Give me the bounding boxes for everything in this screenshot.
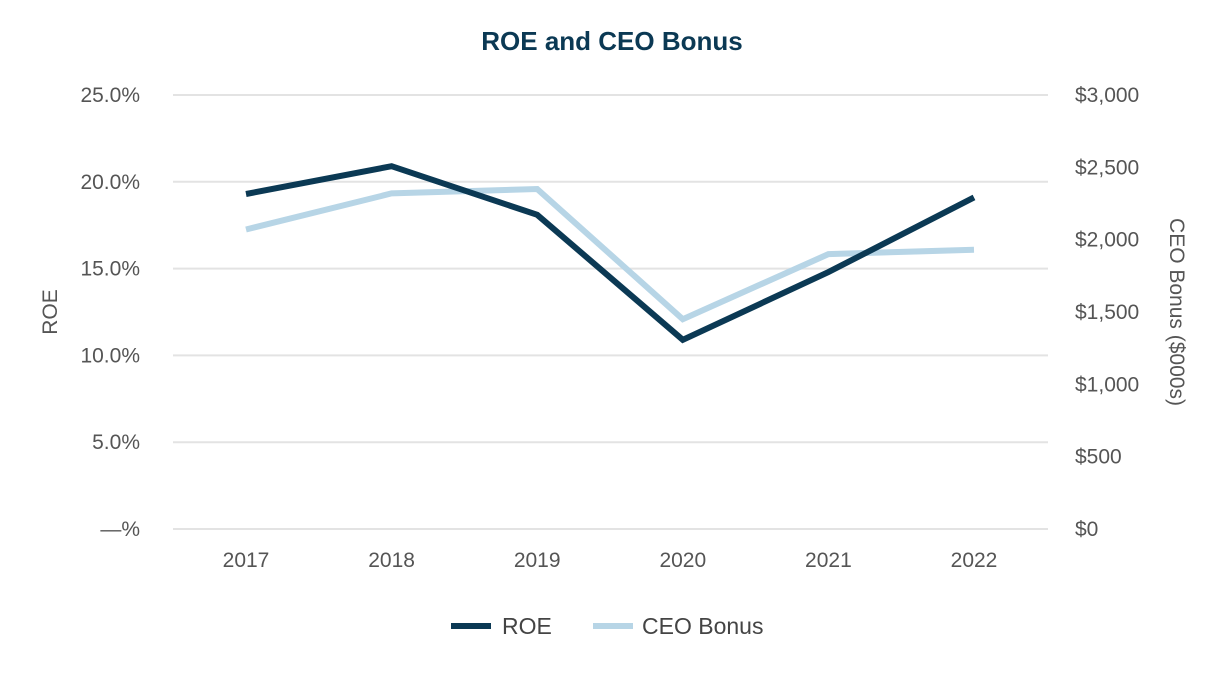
right-axis-ticks: $0 $500 $1,000 $1,500 $2,000 $2,500 $3,000 xyxy=(1075,84,1139,541)
x-tick-label: 2022 xyxy=(951,549,998,572)
legend: ROE CEO Bonus xyxy=(451,613,763,639)
left-tick-label: —% xyxy=(100,518,140,541)
right-tick-label: $500 xyxy=(1075,446,1122,469)
series-line-roe xyxy=(245,163,976,344)
x-tick-label: 2021 xyxy=(805,549,852,572)
left-axis-ticks: —% 5.0% 10.0% 15.0% 20.0% 25.0% xyxy=(80,84,140,541)
x-axis-ticks: 2017 2018 2019 2020 2021 2022 xyxy=(223,549,998,572)
left-tick-label: 5.0% xyxy=(92,431,140,454)
gridlines xyxy=(173,94,1048,530)
x-tick-label: 2019 xyxy=(514,549,561,572)
right-tick-label: $1,500 xyxy=(1075,301,1139,324)
x-tick-label: 2020 xyxy=(659,549,706,572)
left-axis-title: ROE xyxy=(39,289,62,335)
left-tick-label: 25.0% xyxy=(80,84,140,107)
right-tick-label: $2,500 xyxy=(1075,156,1139,179)
left-tick-label: 20.0% xyxy=(80,171,140,194)
left-tick-label: 10.0% xyxy=(80,344,140,367)
series-line-ceo-bonus xyxy=(245,185,975,323)
right-axis-title: CEO Bonus ($000s) xyxy=(1165,218,1188,406)
right-tick-label: $2,000 xyxy=(1075,229,1139,252)
right-tick-label: $0 xyxy=(1075,518,1098,541)
legend-label-ceo-bonus: CEO Bonus xyxy=(642,613,763,639)
x-tick-label: 2018 xyxy=(368,549,415,572)
right-tick-label: $1,000 xyxy=(1075,373,1139,396)
right-tick-label: $3,000 xyxy=(1075,84,1139,107)
legend-label-roe: ROE xyxy=(502,613,552,639)
x-tick-label: 2017 xyxy=(223,549,270,572)
chart-title: ROE and CEO Bonus xyxy=(481,26,742,56)
series-lines xyxy=(245,163,976,344)
left-tick-label: 15.0% xyxy=(80,258,140,281)
